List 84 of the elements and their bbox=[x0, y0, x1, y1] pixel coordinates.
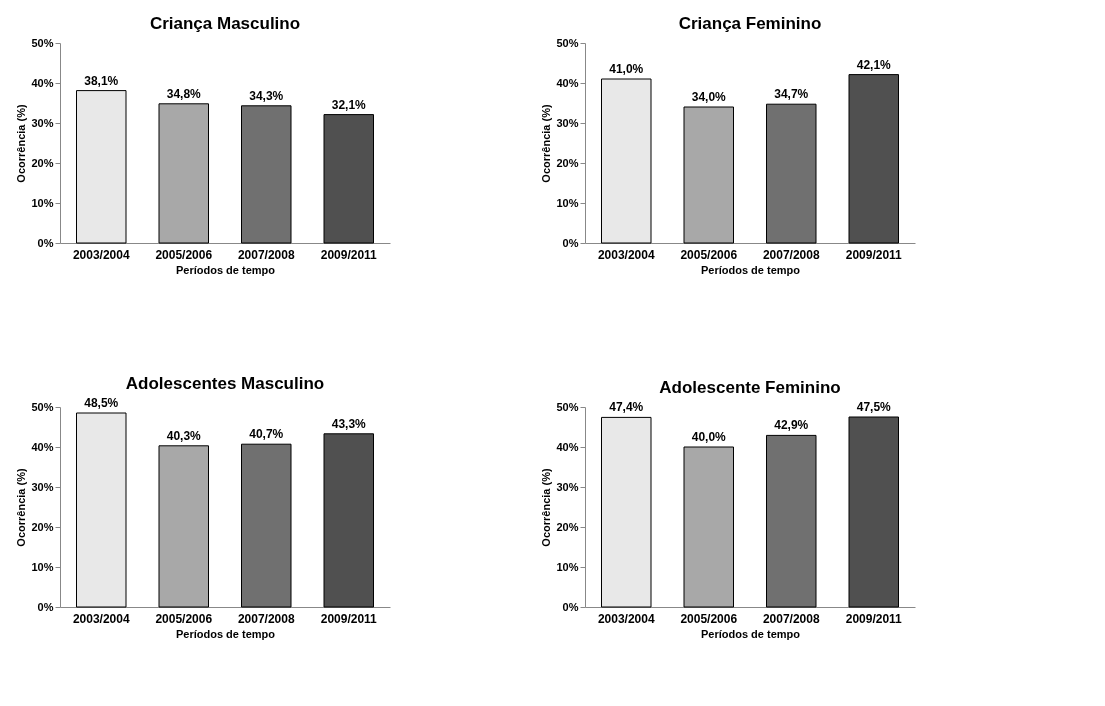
data-label: 42,1% bbox=[856, 57, 892, 72]
bar bbox=[766, 434, 817, 608]
data-label: 38,1% bbox=[84, 73, 119, 88]
data-label: 47,4% bbox=[609, 400, 644, 415]
data-label: 42,9% bbox=[774, 418, 809, 433]
y-axis-title: Ocorrência (%) bbox=[15, 104, 28, 183]
y-tick-label: 40% bbox=[556, 440, 579, 453]
x-tick-label: 2003/2004 bbox=[597, 611, 655, 626]
data-label: 34,0% bbox=[691, 90, 727, 104]
data-label: 40,3% bbox=[166, 428, 202, 443]
x-tick-label: 2007/2008 bbox=[237, 611, 295, 626]
y-tick-label: 50% bbox=[556, 400, 579, 413]
x-tick-label: 2009/2011 bbox=[845, 247, 903, 262]
y-tick-label: 50% bbox=[31, 400, 54, 413]
y-tick-label: 50% bbox=[31, 36, 54, 49]
y-tick-label: 0% bbox=[562, 236, 579, 249]
x-axis-title: Períodos de tempo bbox=[700, 627, 801, 640]
x-axis-title: Períodos de tempo bbox=[700, 263, 801, 276]
data-label: 40,0% bbox=[691, 430, 727, 444]
y-axis-title: Ocorrência (%) bbox=[15, 468, 28, 547]
x-tick-label: 2005/2006 bbox=[155, 611, 213, 626]
bar bbox=[76, 90, 127, 244]
y-axis-title: Ocorrência (%) bbox=[540, 468, 553, 547]
x-axis-title: Períodos de tempo bbox=[175, 263, 276, 276]
y-tick-label: 50% bbox=[556, 36, 579, 49]
y-tick-label: 10% bbox=[31, 196, 54, 209]
bar bbox=[158, 445, 209, 608]
x-tick-label: 2003/2004 bbox=[72, 611, 130, 626]
bar bbox=[323, 433, 374, 608]
y-tick-label: 10% bbox=[556, 196, 579, 209]
y-tick-label: 30% bbox=[556, 480, 579, 493]
y-tick-label: 20% bbox=[31, 520, 54, 533]
bar bbox=[158, 103, 209, 244]
data-label: 43,3% bbox=[331, 416, 367, 431]
data-label: 34,3% bbox=[249, 88, 284, 103]
y-tick-label: 40% bbox=[31, 76, 54, 89]
bar bbox=[683, 106, 734, 244]
data-label: 32,1% bbox=[331, 97, 367, 112]
y-tick-label: 30% bbox=[556, 116, 579, 129]
data-label: 41,0% bbox=[609, 62, 644, 76]
data-label: 40,7% bbox=[249, 427, 284, 442]
bar bbox=[323, 114, 374, 244]
x-tick-label: 2003/2004 bbox=[597, 247, 655, 262]
bar bbox=[241, 105, 292, 244]
y-tick-label: 0% bbox=[37, 236, 54, 249]
x-tick-label: 2007/2008 bbox=[762, 247, 820, 262]
y-tick-label: 40% bbox=[31, 440, 54, 453]
x-axis-title: Períodos de tempo bbox=[175, 627, 276, 640]
chart-title: Criança Masculino bbox=[149, 14, 301, 33]
bar bbox=[76, 412, 127, 608]
data-label: 47,5% bbox=[856, 400, 892, 414]
y-tick-label: 30% bbox=[31, 116, 54, 129]
bar bbox=[766, 103, 817, 244]
chart-title: Adolescentes Masculino bbox=[125, 374, 325, 393]
x-tick-label: 2005/2006 bbox=[155, 247, 213, 262]
y-tick-label: 0% bbox=[37, 600, 54, 613]
x-tick-label: 2005/2006 bbox=[680, 247, 738, 262]
x-tick-label: 2007/2008 bbox=[237, 247, 295, 262]
y-axis-title: Ocorrência (%) bbox=[540, 104, 553, 183]
x-tick-label: 2009/2011 bbox=[845, 611, 903, 626]
x-tick-label: 2005/2006 bbox=[680, 611, 738, 626]
y-tick-label: 0% bbox=[562, 600, 579, 613]
bar bbox=[683, 446, 734, 608]
chart-title: Criança Feminino bbox=[678, 14, 822, 33]
bar bbox=[848, 416, 899, 608]
y-tick-label: 10% bbox=[556, 560, 579, 573]
bar bbox=[241, 443, 292, 608]
chart-title: Adolescente Feminino bbox=[659, 378, 841, 397]
data-label: 34,8% bbox=[166, 86, 202, 101]
x-tick-label: 2007/2008 bbox=[762, 611, 820, 626]
y-tick-label: 30% bbox=[31, 480, 54, 493]
y-tick-label: 20% bbox=[556, 156, 579, 169]
data-label: 34,7% bbox=[774, 87, 809, 102]
x-tick-label: 2003/2004 bbox=[72, 247, 130, 262]
bar bbox=[848, 74, 899, 244]
bar bbox=[601, 416, 652, 608]
y-tick-label: 40% bbox=[556, 76, 579, 89]
y-tick-label: 20% bbox=[556, 520, 579, 533]
y-tick-label: 20% bbox=[31, 156, 54, 169]
bar bbox=[601, 78, 652, 244]
data-label: 48,5% bbox=[84, 396, 119, 410]
x-tick-label: 2009/2011 bbox=[320, 611, 378, 626]
x-tick-label: 2009/2011 bbox=[320, 247, 378, 262]
y-tick-label: 10% bbox=[31, 560, 54, 573]
